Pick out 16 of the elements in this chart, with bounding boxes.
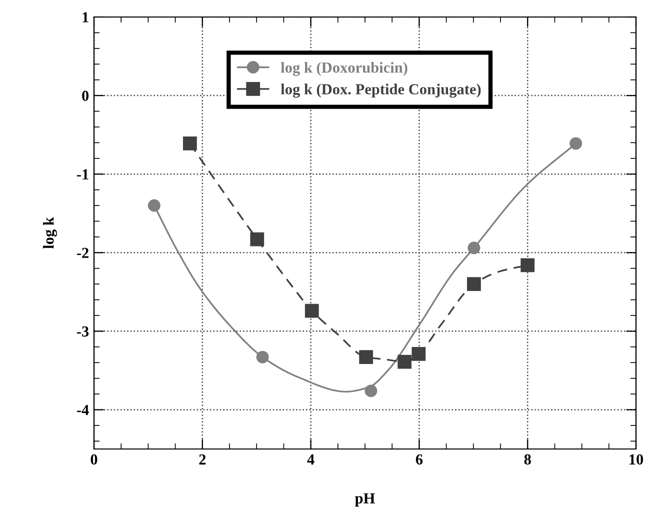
legend-label: log k (Dox. Peptide Conjugate) (280, 84, 481, 98)
y-tick-label: -2 (76, 248, 88, 258)
y-tick-label: -3 (76, 326, 89, 337)
y-axis-title: log k (42, 217, 57, 249)
y-tick-label: -1 (76, 169, 88, 180)
x-axis-title: pH (355, 493, 375, 507)
x-tick-label: 0 (90, 454, 98, 465)
x-tick-label: 4 (307, 454, 314, 464)
x-tick-label: 10 (630, 454, 644, 465)
x-tick-label: 6 (416, 454, 423, 465)
legend-label: log k (Doxorubicin) (280, 62, 408, 76)
y-tick-label: -4 (76, 404, 89, 416)
x-tick-label: 2 (199, 454, 206, 464)
x-tick-label: 8 (524, 454, 531, 465)
y-tick-label: 1 (82, 12, 88, 22)
y-tick-label: 0 (82, 90, 89, 101)
